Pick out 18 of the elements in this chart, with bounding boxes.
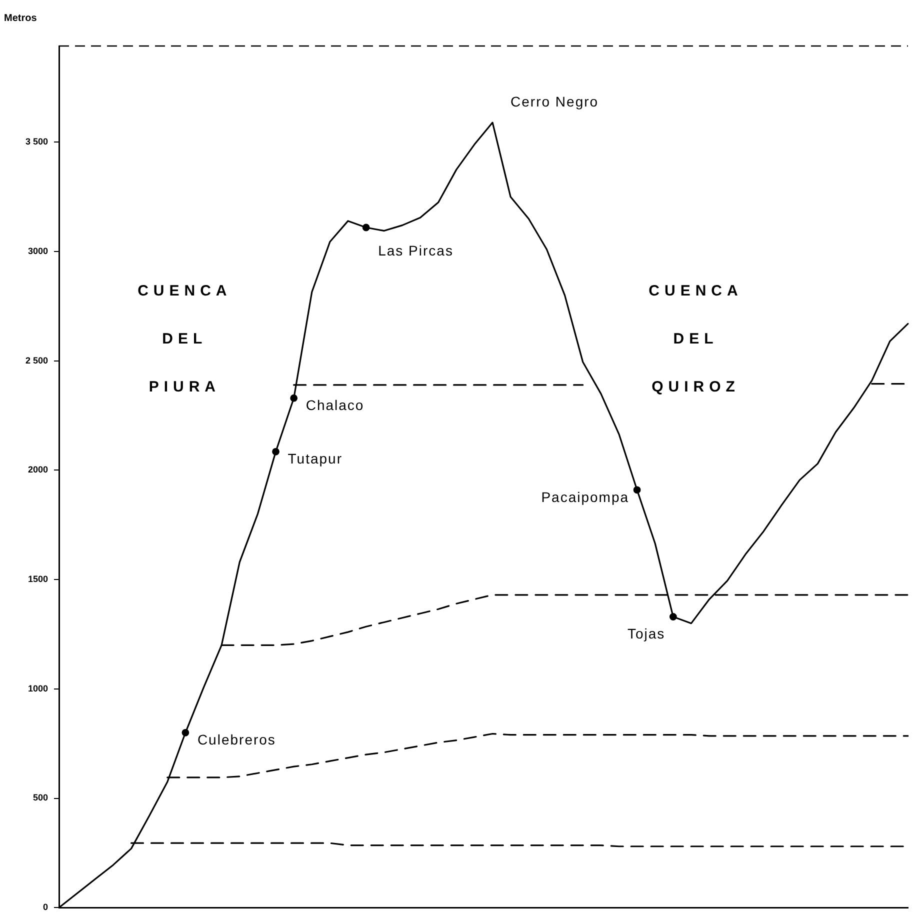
y-tick-label: 1500: [28, 574, 48, 584]
data-label: Pacaipompa: [541, 488, 630, 505]
y-tick-label: 0: [42, 902, 48, 912]
data-label: Tutapur: [288, 450, 342, 467]
y-tick-label: 500: [32, 792, 48, 803]
text: CUENCA DEL QUIROZ: [648, 282, 743, 396]
data-label: Chalaco: [306, 396, 364, 413]
y-tick-label: 2000: [28, 464, 48, 475]
data-label: Culebreros: [197, 732, 276, 748]
data-label: Cerro Negro: [510, 93, 599, 110]
data-label: Las Pircas: [378, 242, 454, 258]
y-axis-title: Metros: [4, 12, 38, 24]
y-tick-label: 1000: [28, 683, 48, 694]
y-tick-label: 2 500: [25, 355, 48, 366]
y-tick-label: 3 500: [25, 136, 48, 147]
text: CUENCA DEL PIURA: [138, 282, 232, 396]
data-label: Tojas: [627, 626, 666, 642]
y-tick-label: 3000: [28, 246, 48, 256]
